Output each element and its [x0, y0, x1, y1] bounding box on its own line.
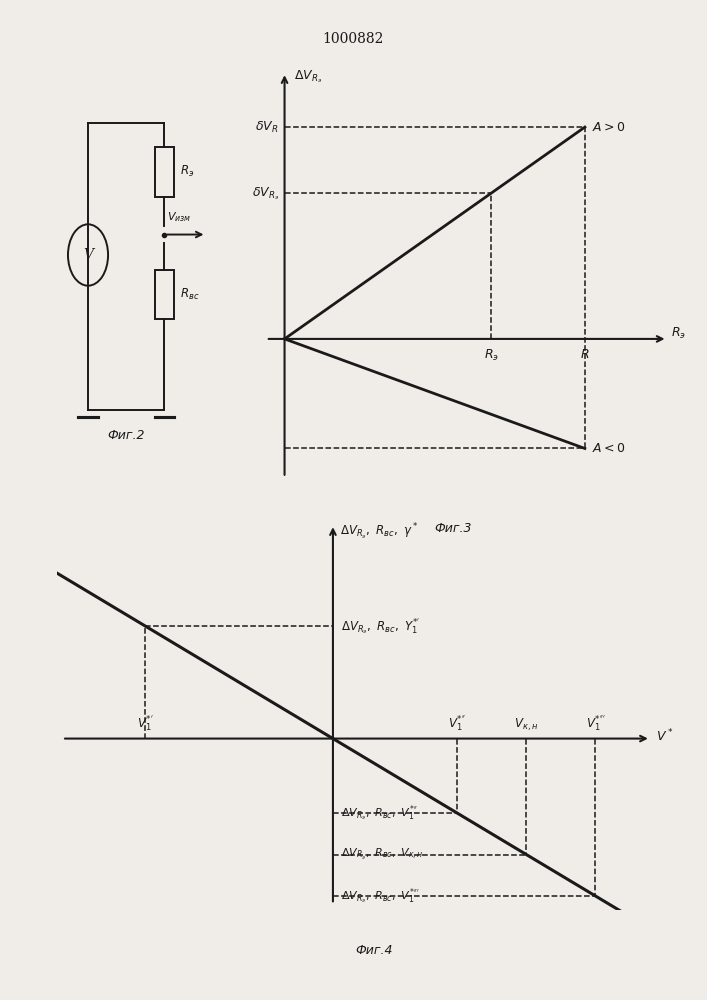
Text: $A>0$: $A>0$: [592, 121, 626, 134]
Text: $V_{1}^{*'}$: $V_{1}^{*'}$: [136, 713, 153, 733]
Text: Фиг.2: Фиг.2: [107, 429, 145, 442]
Text: 1000882: 1000882: [323, 32, 384, 46]
Text: Фиг.3: Фиг.3: [435, 522, 472, 535]
Text: $R_э$: $R_э$: [671, 326, 686, 341]
Text: Фиг.4: Фиг.4: [356, 944, 393, 957]
Text: $\Delta V_{R_э},\ R_{вс},\ V_{1}^{*'''}$: $\Delta V_{R_э},\ R_{вс},\ V_{1}^{*'''}$: [341, 886, 420, 906]
Text: $\Delta V_{R_э}$: $\Delta V_{R_э}$: [294, 69, 322, 85]
Bar: [155, 270, 174, 319]
Text: $V^*$: $V^*$: [656, 727, 674, 744]
Text: $R_э$: $R_э$: [180, 164, 194, 179]
Text: $\delta V_R$: $\delta V_R$: [255, 120, 279, 135]
Text: V: V: [83, 248, 93, 262]
Text: $V_{к,н}$: $V_{к,н}$: [514, 716, 539, 733]
Text: $R_{вс}$: $R_{вс}$: [180, 287, 199, 302]
Text: $\Delta V_{R_э},\ R_{вс},\ Y_{1}^{*'}$: $\Delta V_{R_э},\ R_{вс},\ Y_{1}^{*'}$: [341, 616, 420, 636]
Text: $V_{1}^{*''}$: $V_{1}^{*''}$: [448, 713, 467, 733]
Text: $V_{изм}$: $V_{изм}$: [168, 211, 192, 224]
Text: $R_э$: $R_э$: [484, 348, 498, 363]
Text: $V_{1}^{*'''}$: $V_{1}^{*'''}$: [585, 713, 605, 733]
Text: $\Delta V_{R_э},\ R_{вс},\ V_{к,н}$: $\Delta V_{R_э},\ R_{вс},\ V_{к,н}$: [341, 847, 424, 862]
Text: $\delta V_{R_э}$: $\delta V_{R_э}$: [252, 185, 279, 202]
Text: $A<0$: $A<0$: [592, 442, 626, 455]
Text: $R$: $R$: [580, 348, 590, 361]
Text: $\Delta V_{R_э},\ R_{вс},\ \gamma^*$: $\Delta V_{R_э},\ R_{вс},\ \gamma^*$: [340, 521, 418, 542]
Text: $\Delta V_{R_э},\ R_{вс},\ V_{1}^{*''}$: $\Delta V_{R_э},\ R_{вс},\ V_{1}^{*''}$: [341, 803, 418, 823]
Bar: [155, 147, 174, 197]
